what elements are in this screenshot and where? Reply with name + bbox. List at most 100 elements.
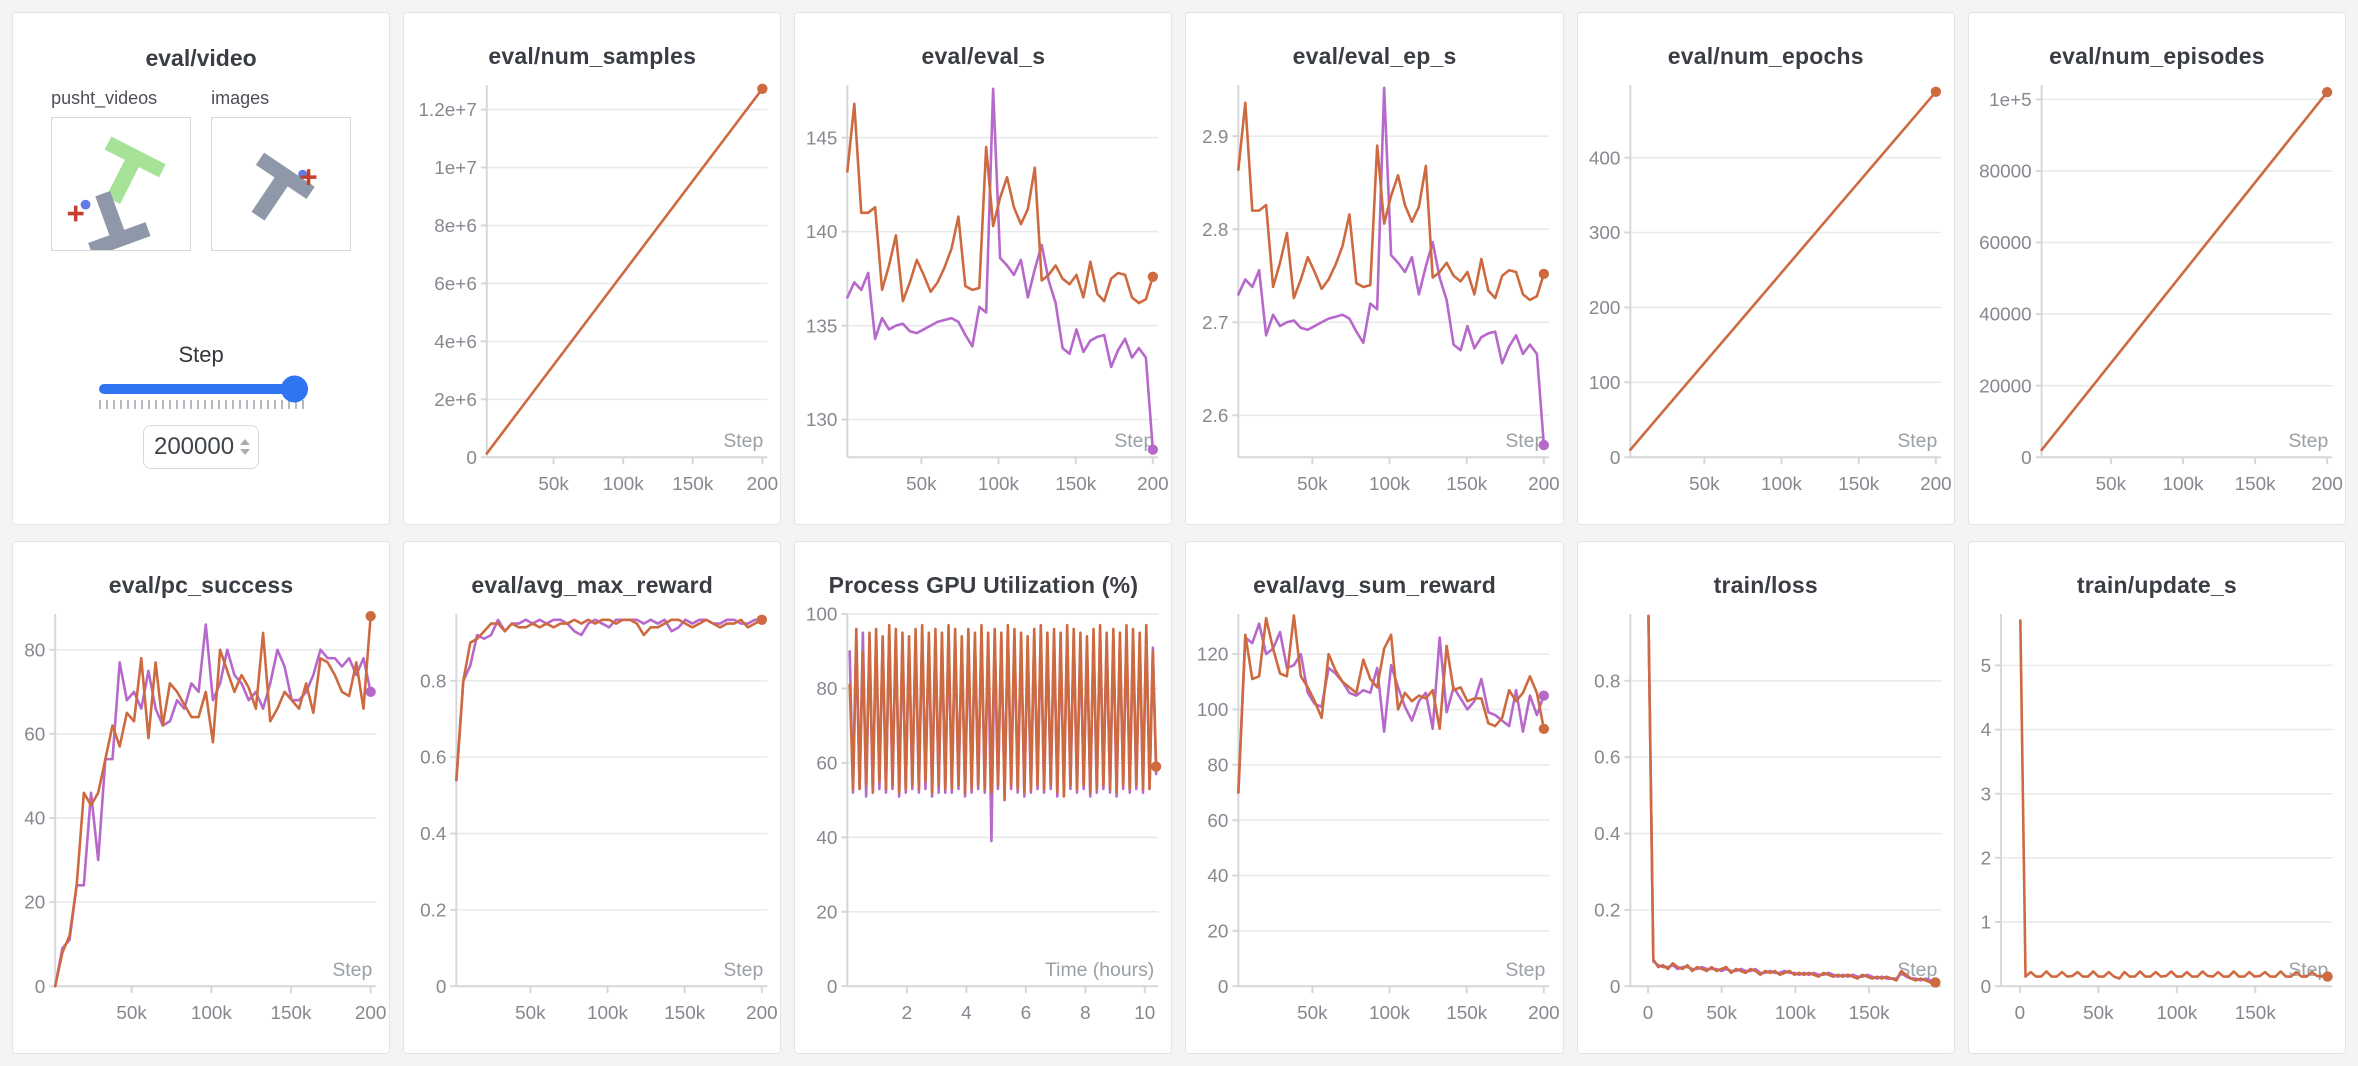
svg-text:100k: 100k bbox=[1370, 474, 1412, 495]
goal-cross-icon bbox=[300, 169, 317, 185]
svg-text:150k: 150k bbox=[2235, 1003, 2277, 1024]
panel-title: train/update_s bbox=[2076, 572, 2237, 598]
svg-text:100k: 100k bbox=[1775, 1003, 1817, 1024]
svg-text:10: 10 bbox=[1135, 1003, 1156, 1024]
svg-text:200: 200 bbox=[1589, 298, 1621, 319]
agent-dot bbox=[80, 199, 91, 210]
panel-eval-pc-success: eval/pc_success 0 20 40 60 80 50k 100k 150k 200 S… bbox=[12, 541, 391, 1054]
svg-text:80: 80 bbox=[1208, 755, 1229, 776]
panel-title: train/loss bbox=[1713, 572, 1818, 598]
svg-text:50k: 50k bbox=[116, 1003, 147, 1024]
panel-eval-eval-s: eval/eval_s 130 135 140 145 50k 100k 150k 200 St… bbox=[794, 12, 1173, 525]
svg-text:0: 0 bbox=[436, 977, 447, 998]
chart-eval-num-samples[interactable]: 0 2e+6 4e+6 6e+6 8e+6 1e+7 1.2e+7 50k 100k 150k 20… bbox=[404, 76, 780, 514]
chart-train-update-s[interactable]: 0 1 2 3 4 5 0 50k 100k 150k Step bbox=[1969, 605, 2345, 1043]
svg-text:4: 4 bbox=[1980, 720, 1991, 741]
svg-text:150k: 150k bbox=[1447, 474, 1489, 495]
chart-eval-avg-sum-reward[interactable]: 0 20 40 60 80 100 120 50k 100k 150k 200 Step bbox=[1186, 605, 1562, 1043]
stepper-down-icon[interactable] bbox=[240, 449, 251, 455]
svg-text:0.4: 0.4 bbox=[1594, 824, 1620, 845]
svg-text:50k: 50k bbox=[1706, 1003, 1737, 1024]
svg-text:0: 0 bbox=[2021, 448, 2032, 469]
panel-eval-avg-max-reward: eval/avg_max_reward 0 0.2 0.4 0.6 0.8 50k 100k… bbox=[403, 541, 782, 1054]
svg-text:8e+6: 8e+6 bbox=[434, 216, 477, 237]
svg-text:Step: Step bbox=[2288, 959, 2328, 981]
svg-text:0: 0 bbox=[827, 977, 838, 998]
svg-text:Step: Step bbox=[1506, 959, 1546, 981]
media-caption: pusht_videos bbox=[51, 88, 158, 108]
svg-text:100k: 100k bbox=[191, 1003, 233, 1024]
svg-text:100: 100 bbox=[1197, 700, 1229, 721]
images-thumbnail[interactable] bbox=[211, 117, 352, 251]
svg-text:100: 100 bbox=[1589, 373, 1621, 394]
svg-text:100k: 100k bbox=[2156, 1003, 2198, 1024]
pusht-videos-thumbnail[interactable] bbox=[51, 117, 192, 257]
svg-text:20: 20 bbox=[817, 902, 838, 923]
svg-text:2: 2 bbox=[902, 1003, 913, 1024]
media-item-images: images bbox=[211, 88, 352, 256]
svg-text:100k: 100k bbox=[587, 1003, 629, 1024]
panel-eval-num-samples: eval/num_samples 0 2e+6 4e+6 6e+6 8e+6 1e+7 1.… bbox=[403, 12, 782, 525]
panel-eval-num-epochs: eval/num_epochs 0 100 200 300 400 50k 100k 150k… bbox=[1576, 12, 1955, 525]
svg-text:130: 130 bbox=[806, 410, 838, 431]
chart-eval-eval-s[interactable]: 130 135 140 145 50k 100k 150k 200 Step bbox=[795, 76, 1171, 514]
panel-title: eval/avg_max_reward bbox=[471, 572, 714, 598]
svg-text:40: 40 bbox=[817, 828, 838, 849]
svg-text:145: 145 bbox=[806, 128, 838, 149]
panel-eval-avg-sum-reward: eval/avg_sum_reward 0 20 40 60 80 100 120 50k 10… bbox=[1185, 541, 1564, 1054]
panel-eval-eval-ep-s: eval/eval_ep_s 2.6 2.7 2.8 2.9 50k 100k 150k 20… bbox=[1185, 12, 1564, 525]
panel-title: Process GPU Utilization (%) bbox=[828, 572, 1139, 598]
svg-text:2.6: 2.6 bbox=[1203, 406, 1229, 427]
svg-text:40000: 40000 bbox=[1979, 305, 2032, 326]
svg-text:100k: 100k bbox=[1761, 474, 1803, 495]
panel-title: eval/eval_s bbox=[921, 43, 1046, 69]
svg-text:Step: Step bbox=[332, 959, 372, 981]
svg-text:80: 80 bbox=[24, 640, 45, 661]
svg-text:2.8: 2.8 bbox=[1203, 220, 1229, 241]
svg-text:6: 6 bbox=[1021, 1003, 1032, 1024]
svg-text:200: 200 bbox=[355, 1003, 387, 1024]
chart-eval-num-epochs[interactable]: 0 100 200 300 400 50k 100k 150k 200 Step bbox=[1578, 76, 1954, 514]
svg-text:135: 135 bbox=[806, 316, 838, 337]
svg-text:150k: 150k bbox=[1848, 1003, 1890, 1024]
svg-text:50k: 50k bbox=[538, 474, 569, 495]
panel-train-update-s: train/update_s 0 1 2 3 4 5 0 50k 100k 150k Step bbox=[1967, 541, 2346, 1054]
svg-text:150k: 150k bbox=[672, 474, 714, 495]
svg-text:150k: 150k bbox=[2234, 474, 2276, 495]
chart-eval-avg-max-reward[interactable]: 0 0.2 0.4 0.6 0.8 50k 100k 150k 200 Step bbox=[404, 605, 780, 1043]
svg-text:100: 100 bbox=[806, 605, 838, 626]
svg-text:200: 200 bbox=[1920, 474, 1952, 495]
chart-eval-eval-ep-s[interactable]: 2.6 2.7 2.8 2.9 50k 100k 150k 200 Step bbox=[1186, 76, 1562, 514]
svg-text:Step: Step bbox=[2288, 430, 2328, 452]
svg-text:120: 120 bbox=[1197, 645, 1229, 666]
svg-text:50k: 50k bbox=[1298, 1003, 1329, 1024]
panel-gpu-utilization: Process GPU Utilization (%) 0 20 40 60 80 100… bbox=[794, 541, 1173, 1054]
chart-eval-num-episodes[interactable]: 0 20000 40000 60000 80000 1e+5 50k 100k 150k 200 S… bbox=[1969, 76, 2345, 514]
svg-text:0: 0 bbox=[1642, 1003, 1653, 1024]
step-input-group bbox=[143, 425, 260, 469]
step-slider-label: Step bbox=[178, 342, 224, 367]
slider-track[interactable] bbox=[98, 375, 308, 403]
svg-text:0.4: 0.4 bbox=[420, 824, 446, 845]
panel-title: eval/eval_ep_s bbox=[1292, 43, 1457, 69]
svg-text:20000: 20000 bbox=[1979, 376, 2032, 397]
svg-text:1.2e+7: 1.2e+7 bbox=[419, 100, 477, 121]
chart-eval-pc-success[interactable]: 0 20 40 60 80 50k 100k 150k 200 Step bbox=[13, 605, 389, 1043]
svg-text:20: 20 bbox=[1208, 921, 1229, 942]
panel-title: eval/video bbox=[145, 45, 257, 71]
svg-text:100k: 100k bbox=[603, 474, 645, 495]
stepper-up-icon[interactable] bbox=[240, 439, 251, 445]
svg-text:2: 2 bbox=[1980, 848, 1991, 869]
svg-text:Step: Step bbox=[1506, 430, 1546, 452]
svg-text:4e+6: 4e+6 bbox=[434, 332, 477, 353]
step-slider[interactable] bbox=[98, 375, 308, 409]
svg-text:100k: 100k bbox=[978, 474, 1020, 495]
step-value-input[interactable] bbox=[152, 433, 235, 461]
svg-text:8: 8 bbox=[1080, 1003, 1091, 1024]
svg-text:40: 40 bbox=[1208, 866, 1229, 887]
chart-gpu-utilization[interactable]: 0 20 40 60 80 100 2 4 6 8 10 Time (hours) bbox=[795, 605, 1171, 1043]
svg-text:0.6: 0.6 bbox=[420, 748, 446, 769]
slider-handle[interactable] bbox=[280, 375, 308, 403]
